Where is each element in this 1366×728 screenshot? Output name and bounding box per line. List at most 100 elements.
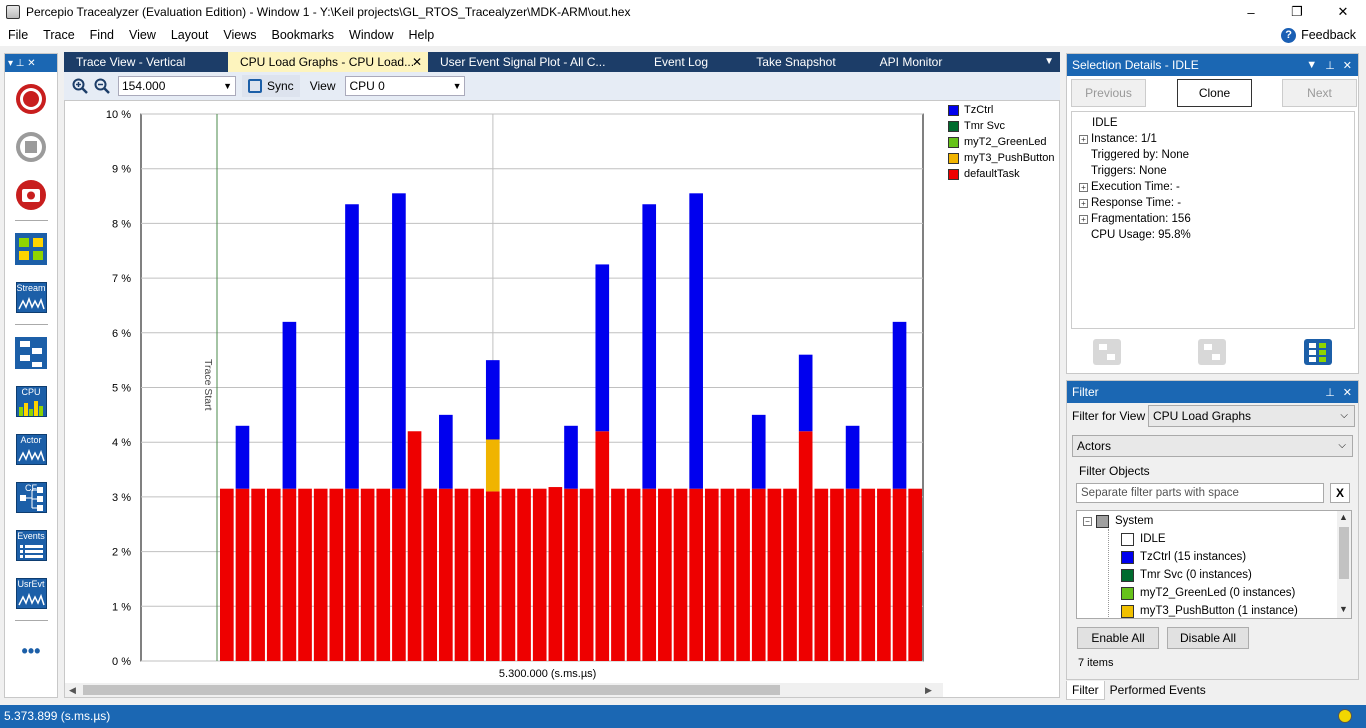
sync-button[interactable]: Sync [242, 75, 300, 97]
expand-icon[interactable]: + [1079, 214, 1088, 224]
cpu-select[interactable]: CPU 0 ▼ [345, 76, 466, 96]
maximize-button[interactable]: ❐ [1291, 4, 1303, 19]
legend-item: Tmr Svc [948, 119, 1005, 133]
vertical-scrollbar[interactable]: ▲ ▼ [1337, 511, 1351, 618]
vertical-trace-button[interactable] [14, 336, 48, 370]
scroll-right-icon[interactable]: ▶ [925, 685, 932, 695]
more-button[interactable]: ••• [21, 640, 41, 661]
menu-find[interactable]: Find [89, 28, 114, 42]
scroll-left-icon[interactable]: ◀ [69, 685, 76, 695]
close-panel-icon[interactable]: ✕ [1342, 59, 1352, 72]
app-icon [6, 5, 20, 19]
stream-button[interactable]: Stream [14, 280, 48, 314]
filter-for-view-select[interactable]: CPU Load Graphs ⌵ [1148, 405, 1355, 427]
menu-views[interactable]: Views [223, 28, 257, 42]
filter-tree-item[interactable]: Tmr Svc (0 instances) [1121, 566, 1252, 584]
filter-tree-item[interactable]: − System [1083, 512, 1153, 530]
panel-menu-icon[interactable]: ▼ [1306, 59, 1318, 71]
pin-icon[interactable]: ⊥ [1325, 386, 1335, 399]
close-window-button[interactable]: ✕ [1337, 4, 1349, 19]
filter-checkbox[interactable] [1121, 568, 1134, 582]
events-button[interactable]: Events [14, 528, 48, 562]
tab-filter[interactable]: Filter [1066, 681, 1105, 700]
record-button[interactable] [14, 82, 48, 116]
expand-icon[interactable]: + [1079, 198, 1088, 208]
cf-button[interactable]: CF [14, 480, 48, 514]
left-toolbar-header[interactable]: ▾ ⊥ ✕ [5, 54, 57, 72]
menu-help[interactable]: Help [408, 28, 435, 42]
filter-checkbox[interactable] [1121, 532, 1134, 546]
bar-tzctrl [595, 264, 610, 432]
zoom-out-button[interactable] [92, 76, 112, 96]
bar-tzctrl [485, 360, 500, 440]
pin-icon[interactable]: ⊥ [1325, 59, 1335, 72]
scrollbar-thumb[interactable] [1339, 527, 1349, 579]
feedback-button[interactable]: ? Feedback [1281, 24, 1356, 46]
menu-view[interactable]: View [128, 28, 156, 42]
zoom-level-input[interactable]: 154.000 ▼ [118, 76, 236, 96]
selection-tree-item[interactable]: CPU Usage: 95.8% [1072, 227, 1354, 243]
filter-tree-item[interactable]: TzCtrl (15 instances) [1121, 548, 1246, 566]
nav-last-icon[interactable] [1302, 337, 1334, 367]
filter-search-input[interactable]: Separate filter parts with space [1076, 483, 1324, 503]
selection-tree-item[interactable]: + Response Time: - [1072, 195, 1354, 211]
filter-tree-item[interactable]: IDLE [1121, 530, 1166, 548]
horizontal-scrollbar[interactable]: ◀ ▶ [65, 683, 943, 697]
expand-icon[interactable]: + [1079, 182, 1088, 192]
scroll-up-icon[interactable]: ▲ [1339, 512, 1348, 522]
stop-button[interactable] [14, 130, 48, 164]
enable-all-button[interactable]: Enable All [1077, 627, 1159, 649]
close-panel-icon[interactable]: ✕ [1342, 386, 1352, 399]
selection-tree-label: Fragmentation: 156 [1091, 213, 1191, 225]
trace-view-button[interactable] [14, 232, 48, 266]
vertical-trace-icon [15, 337, 47, 369]
filter-tree-item[interactable]: myT3_PushButton (1 instance) [1121, 602, 1298, 618]
next-button[interactable]: Next [1282, 79, 1357, 107]
bar-tzctrl [751, 414, 766, 489]
nav-first-icon[interactable] [1091, 337, 1123, 367]
menu-layout[interactable]: Layout [170, 28, 209, 42]
nav-middle-icon[interactable] [1196, 337, 1228, 367]
cpu-load-chart[interactable]: 0 % 1 % 2 % 3 % 4 % 5 % 6 % 7 % 8 % 9 % 10 % Trace … [65, 101, 943, 683]
tab-menu-icon[interactable]: ▼ [1044, 56, 1054, 67]
bar-defaulttask [736, 488, 750, 661]
filter-checkbox[interactable] [1121, 586, 1134, 600]
scroll-down-icon[interactable]: ▼ [1339, 604, 1348, 614]
disable-all-button[interactable]: Disable All [1167, 627, 1249, 649]
clone-button[interactable]: Clone [1177, 79, 1252, 107]
selection-tree-item[interactable]: IDLE [1072, 115, 1354, 131]
tab-trace-view[interactable]: Trace View - Vertical [64, 52, 228, 72]
tab-event-log[interactable]: Event Log [626, 52, 736, 72]
close-tab-icon[interactable]: ✕ [411, 55, 422, 69]
zoom-in-button[interactable] [70, 76, 90, 96]
tab-cpu-load-graphs[interactable]: CPU Load Graphs - CPU Load... ✕ [228, 52, 428, 72]
minimize-button[interactable]: – [1247, 4, 1255, 20]
selection-tree-item[interactable]: Triggered by: None [1072, 147, 1354, 163]
expand-icon[interactable]: + [1079, 134, 1088, 144]
menu-trace[interactable]: Trace [43, 28, 75, 42]
filter-checkbox[interactable] [1121, 550, 1134, 564]
clear-filter-button[interactable]: X [1330, 483, 1350, 503]
actors-select[interactable]: Actors ⌵ [1072, 435, 1353, 457]
actor-button[interactable]: Actor [14, 432, 48, 466]
cpu-load-button[interactable]: CPU [14, 384, 48, 418]
selection-tree-item[interactable]: + Fragmentation: 156 [1072, 211, 1354, 227]
menu-window[interactable]: Window [349, 28, 394, 42]
selection-tree-item[interactable]: Triggers: None [1072, 163, 1354, 179]
snapshot-button[interactable] [14, 178, 48, 212]
selection-tree-item[interactable]: + Instance: 1/1 [1072, 131, 1354, 147]
filter-checkbox[interactable] [1121, 604, 1134, 618]
menu-file[interactable]: File [8, 28, 29, 42]
menu-bookmarks[interactable]: Bookmarks [271, 28, 335, 42]
tab-user-event-signal-plot[interactable]: User Event Signal Plot - All C... [428, 52, 626, 72]
filter-tree-item[interactable]: myT2_GreenLed (0 instances) [1121, 584, 1295, 602]
selection-tree-item[interactable]: + Execution Time: - [1072, 179, 1354, 195]
previous-button[interactable]: Previous [1071, 79, 1146, 107]
tab-api-monitor[interactable]: API Monitor [856, 52, 966, 72]
usrevt-button[interactable]: UsrEvt [14, 576, 48, 610]
tab-take-snapshot[interactable]: Take Snapshot [736, 52, 856, 72]
scrollbar-thumb[interactable] [83, 685, 780, 695]
collapse-icon[interactable]: − [1083, 516, 1092, 526]
filter-checkbox[interactable] [1096, 514, 1109, 528]
tab-performed-events[interactable]: Performed Events [1109, 683, 1206, 697]
